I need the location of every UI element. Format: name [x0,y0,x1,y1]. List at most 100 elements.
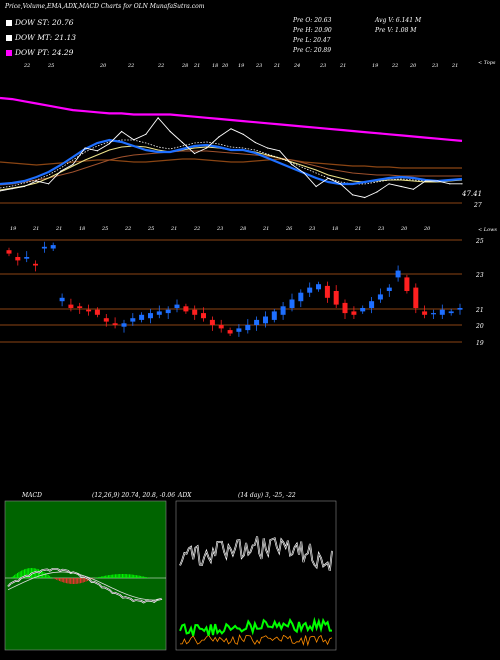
top-price-point [72,163,74,166]
macd-histogram-bar [82,578,84,583]
macd-histogram-bar [18,572,20,578]
top-price-point [376,191,378,193]
macd-histogram-bar [57,578,59,581]
top-date-label: 23 [216,226,223,232]
macd-histogram-bar [85,578,87,582]
macd-line-core [7,568,163,603]
macd-histogram-bar [110,574,112,578]
top-date-label: 23 [431,63,438,69]
macd-histogram-bar [77,578,79,584]
candle-body [121,323,127,327]
macd-histogram-bar [14,574,16,578]
macd-histogram-bar [126,574,128,578]
price-label-21: 21 [475,307,484,314]
macd-histogram-bar [130,574,132,578]
adx-plus-di-line [179,616,332,636]
candle-body [50,245,56,249]
adx-params: (14 day) 3, -25, -22 [238,492,296,499]
macd-histogram-bar [22,569,24,578]
macd-histogram-bar [143,576,144,578]
legend-label-st: DOW ST: 20.76 [15,18,74,27]
candle-body [183,306,189,312]
candle-body [227,330,233,334]
candle-body [351,311,357,315]
candle-body [94,309,100,315]
macd-histogram-bar [92,578,94,579]
macd-histogram-bar [64,578,66,583]
macd-histogram-bar [54,578,56,580]
top-ema-blue [0,138,463,186]
top-ema-brown-1 [0,158,462,169]
macd-histogram-bar [138,575,140,578]
macd-histogram-bar [141,576,143,578]
top-price-point [108,143,110,145]
top-date-label: 20 [409,63,417,69]
legend-label-mt: DOW MT: 21.13 [15,33,77,42]
top-date-label: 18 [212,63,218,69]
legend-swatch-pt [6,49,12,56]
macd-histogram-bar [38,569,39,578]
top-date-label: 24 [293,63,300,69]
candle-body [280,306,286,315]
candle-body [307,287,313,293]
top-price-point [412,188,414,190]
macd-histogram-bar [122,574,123,578]
legend-swatch-mt [6,34,12,41]
macd-histogram-bar [119,574,121,578]
candle-body [324,285,330,298]
macd-histogram-bar [124,574,126,578]
top-price-point [230,128,232,130]
top-date-label: 25 [101,226,108,232]
top-date-label: 20 [221,63,229,69]
macd-histogram-bar [71,578,73,584]
top-price-point [35,180,38,182]
macd-histogram-bar [39,569,41,578]
stat-prev-volume: Pre V: 1.08 M [375,27,417,34]
macd-histogram-bar [50,577,52,578]
top-date-label: 19 [10,226,17,232]
top-price-point [145,133,147,135]
macd-histogram-bar [147,577,149,578]
macd-histogram-bar [61,578,63,582]
top-price-label-2: 27 [473,202,482,209]
top-price-point [181,141,183,144]
legend-dow-st: DOW ST: 20.76 [6,18,74,27]
macd-histogram-bar [137,575,139,578]
top-price-point [352,194,354,196]
macd-histogram-bar [116,574,118,578]
candle-body [236,328,242,332]
stat-avg-volume: Avg V: 6.141 M [375,17,422,24]
top-price-point [339,183,341,185]
macd-histogram-bar [117,574,119,578]
top-price-point [303,172,305,174]
macd-histogram-bar [127,574,129,578]
macd-histogram-bar [96,577,98,578]
candle-body [112,323,118,325]
top-date-label: 21 [170,226,177,232]
candle-body [33,263,38,266]
macd-histogram-bar [36,568,38,578]
top-ema-brown-2 [0,150,462,186]
macd-histogram-bar [140,575,142,578]
top-price-point [315,185,317,188]
top-date-label: 28 [181,63,188,69]
top-price-point [242,133,244,135]
candle-body [377,294,383,300]
macd-histogram-bar [144,576,146,578]
top-date-label: 22 [193,226,200,232]
top-date-label: 22 [127,63,134,69]
candle-body [209,319,215,325]
candle-body [68,304,74,308]
top-price-point [437,180,439,182]
candle-body [59,297,65,302]
top-price-point [291,163,293,166]
macd-histogram-bar [133,574,135,578]
macd-histogram-bar [15,573,17,578]
macd-histogram-bar [99,576,101,578]
candle-body [130,318,136,322]
top-price-point [48,183,50,185]
top-date-label: 21 [55,226,62,232]
top-price-point [84,147,86,149]
macd-histogram-bar [67,578,69,584]
